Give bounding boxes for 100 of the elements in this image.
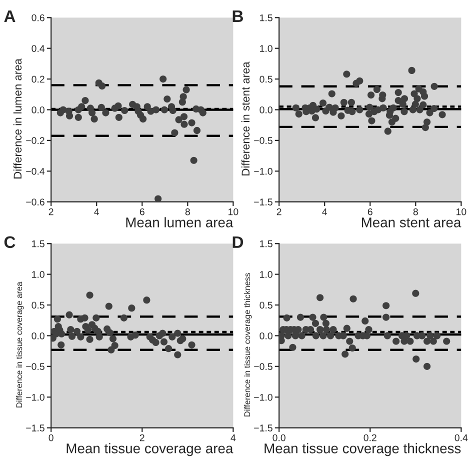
- point: [382, 314, 390, 321]
- point: [312, 320, 320, 327]
- point: [132, 332, 139, 339]
- x-tick-label: 6: [140, 208, 144, 216]
- point: [298, 332, 306, 340]
- point: [316, 294, 324, 302]
- point: [159, 330, 166, 337]
- point: [102, 109, 110, 116]
- point: [284, 332, 292, 340]
- y-tick-label: 1.5: [32, 240, 44, 248]
- point: [343, 324, 350, 332]
- y-tick-label: 0.2: [32, 76, 44, 83]
- point: [164, 95, 171, 103]
- point: [160, 75, 167, 83]
- y-tick-label: 0.5: [260, 76, 272, 83]
- y-tick-label: 1.5: [260, 240, 272, 248]
- point: [74, 114, 82, 121]
- chart-title: D: [232, 236, 244, 248]
- point: [279, 332, 285, 340]
- point: [115, 114, 122, 121]
- x-tick-label: 6: [368, 208, 372, 216]
- x-tick-label: 0.4: [454, 434, 468, 442]
- x-axis-title: Mean tissue coverage thickness: [264, 443, 461, 456]
- point: [66, 311, 73, 318]
- point: [98, 104, 105, 111]
- point: [348, 344, 356, 352]
- x-axis-title: Mean stent area: [362, 218, 462, 228]
- point: [296, 314, 304, 321]
- point: [140, 115, 147, 122]
- point: [144, 103, 151, 110]
- y-tick-label: −0.4: [26, 168, 45, 175]
- point: [92, 314, 100, 322]
- point: [180, 93, 187, 100]
- x-tick-label: 4: [94, 208, 100, 216]
- point: [175, 116, 182, 124]
- point: [78, 103, 86, 110]
- chart-title: A: [4, 10, 16, 22]
- x-tick-label: 10: [228, 208, 238, 216]
- y-tick-label: 0.0: [260, 106, 272, 114]
- point: [160, 338, 168, 346]
- point: [105, 302, 112, 310]
- point: [180, 120, 188, 128]
- point: [54, 316, 61, 323]
- point: [362, 317, 369, 325]
- y-axis-title: Difference in tissue coverage area: [16, 282, 24, 408]
- x-axis-title: Mean lumen area: [126, 217, 234, 228]
- y-tick-label: −0.2: [26, 137, 44, 144]
- point: [322, 320, 330, 327]
- point: [98, 82, 106, 90]
- point: [283, 314, 290, 322]
- point: [165, 345, 172, 352]
- y-tick-label: −0.6: [26, 198, 44, 206]
- point: [423, 338, 431, 345]
- point: [326, 332, 334, 340]
- point: [188, 341, 196, 348]
- y-tick-label: 0.6: [32, 14, 44, 22]
- point: [77, 333, 84, 340]
- point: [403, 332, 410, 340]
- point: [60, 106, 67, 114]
- point: [81, 314, 88, 322]
- y-axis-title: Difference in stent area: [241, 62, 250, 176]
- point: [109, 335, 117, 342]
- x-tick-label: 0: [48, 434, 54, 442]
- x-tick-label: 2: [48, 208, 54, 216]
- y-tick-label: −1.0: [26, 394, 44, 401]
- y-tick-label: −1.0: [254, 394, 272, 401]
- y-tick-label: −1.5: [26, 424, 44, 432]
- point: [86, 292, 94, 299]
- point: [426, 332, 434, 340]
- point: [90, 115, 98, 122]
- chart-title: B: [232, 10, 243, 22]
- point: [199, 109, 206, 116]
- point: [309, 314, 316, 321]
- point: [168, 333, 176, 340]
- point: [128, 304, 136, 312]
- point: [82, 96, 89, 104]
- point: [412, 290, 420, 297]
- y-tick-label: 1.5: [260, 14, 272, 22]
- x-tick-label: 0.2: [364, 434, 376, 442]
- point: [443, 338, 450, 345]
- point: [365, 326, 372, 334]
- point: [289, 344, 296, 351]
- point: [322, 326, 330, 334]
- point: [174, 351, 182, 358]
- x-tick-label: 0.0: [272, 434, 286, 442]
- point: [292, 332, 299, 340]
- y-tick-label: 0.5: [32, 302, 44, 309]
- point: [182, 86, 190, 94]
- point: [316, 326, 324, 334]
- y-tick-label: −0.5: [254, 137, 272, 144]
- y-tick-label: −1.5: [254, 198, 272, 206]
- point: [106, 329, 114, 336]
- x-tick-label: 4: [230, 434, 236, 442]
- chart-title: C: [4, 236, 16, 248]
- point: [114, 102, 122, 110]
- point: [169, 106, 176, 114]
- point: [330, 326, 337, 334]
- point: [66, 112, 74, 120]
- point: [342, 350, 349, 358]
- point: [86, 336, 94, 343]
